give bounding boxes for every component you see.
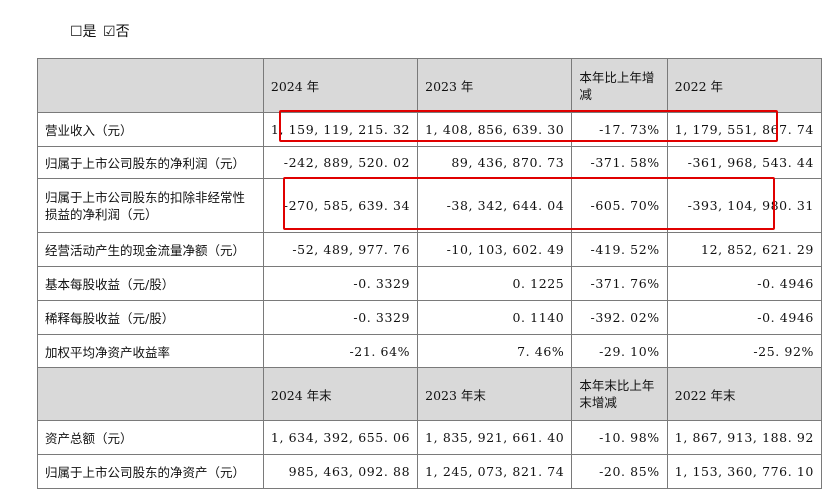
table-row: 资产总额（元） 1, 634, 392, 655. 06 1, 835, 921… (37, 420, 822, 455)
header-2023-end: 2023 年末 (417, 367, 573, 421)
value-2023: 1, 835, 921, 661. 40 (417, 420, 573, 455)
value-2024: -0. 3329 (262, 300, 419, 335)
table-row: 加权平均净资产收益率 -21. 64% 7. 46% -29. 10% -25.… (37, 334, 822, 368)
value-2024: -270, 585, 639. 34 (262, 178, 419, 233)
header-2023: 2023 年 (417, 58, 573, 113)
value-2023: 7. 46% (417, 334, 573, 368)
financial-summary-table: 2024 年 2023 年 本年比上年增减 2022 年 营业收入（元） 1, … (37, 58, 822, 489)
value-2023: -10, 103, 602. 49 (417, 232, 573, 267)
value-2023: 89, 436, 870. 73 (417, 146, 573, 179)
header-blank-cell (37, 367, 264, 421)
value-2022: -0. 4946 (666, 266, 822, 301)
checkbox-yes[interactable]: ☐是 (70, 24, 97, 40)
value-change: -605. 70% (571, 178, 668, 233)
row-label: 归属于上市公司股东的扣除非经常性损益的净利润（元） (37, 178, 264, 233)
value-2022: 1, 179, 551, 867. 74 (666, 112, 822, 147)
value-2023: 1, 408, 856, 639. 30 (417, 112, 573, 147)
value-2023: -38, 342, 644. 04 (417, 178, 573, 233)
row-label: 营业收入（元） (37, 112, 264, 147)
value-change: -17. 73% (571, 112, 668, 147)
value-2023: 0. 1140 (417, 300, 573, 335)
table-row: 营业收入（元） 1, 159, 119, 215. 32 1, 408, 856… (37, 112, 822, 147)
row-label: 归属于上市公司股东的净利润（元） (37, 146, 264, 179)
value-change: -371. 76% (571, 266, 668, 301)
value-2024: -242, 889, 520. 02 (262, 146, 419, 179)
header-change: 本年比上年增减 (571, 58, 668, 113)
header-change-end: 本年末比上年末增减 (571, 367, 668, 421)
header-2022: 2022 年 (666, 58, 822, 113)
value-change: -29. 10% (571, 334, 668, 368)
table-row: 基本每股收益（元/股） -0. 3329 0. 1225 -371. 76% -… (37, 266, 822, 301)
header-2022-end: 2022 年末 (666, 367, 822, 421)
value-2024: -21. 64% (262, 334, 419, 368)
value-2023: 1, 245, 073, 821. 74 (417, 454, 573, 489)
value-2024: 1, 634, 392, 655. 06 (262, 420, 419, 455)
row-label: 资产总额（元） (37, 420, 264, 455)
table-header-row: 2024 年 2023 年 本年比上年增减 2022 年 (37, 58, 822, 113)
table-row: 归属于上市公司股东的净资产（元） 985, 463, 092. 88 1, 24… (37, 454, 822, 489)
value-2022: -25. 92% (666, 334, 822, 368)
row-label: 稀释每股收益（元/股） (37, 300, 264, 335)
value-2022: -393, 104, 980. 31 (666, 178, 822, 233)
value-2022: -0. 4946 (666, 300, 822, 335)
value-2024: 985, 463, 092. 88 (262, 454, 419, 489)
table-header-row: 2024 年末 2023 年末 本年末比上年末增减 2022 年末 (37, 367, 822, 421)
row-label: 归属于上市公司股东的净资产（元） (37, 454, 264, 489)
value-2022: 1, 153, 360, 776. 10 (666, 454, 822, 489)
table-row: 稀释每股收益（元/股） -0. 3329 0. 1140 -392. 02% -… (37, 300, 822, 335)
header-blank-cell (37, 58, 264, 113)
header-2024: 2024 年 (262, 58, 419, 113)
value-2024: 1, 159, 119, 215. 32 (262, 112, 419, 147)
table-row: 经营活动产生的现金流量净额（元） -52, 489, 977. 76 -10, … (37, 232, 822, 267)
value-2023: 0. 1225 (417, 266, 573, 301)
row-label: 基本每股收益（元/股） (37, 266, 264, 301)
row-label: 经营活动产生的现金流量净额（元） (37, 232, 264, 267)
row-label: 加权平均净资产收益率 (37, 334, 264, 368)
value-2022: 12, 852, 621. 29 (666, 232, 822, 267)
value-2024: -52, 489, 977. 76 (262, 232, 419, 267)
value-change: -419. 52% (571, 232, 668, 267)
value-change: -20. 85% (571, 454, 668, 489)
value-2022: 1, 867, 913, 188. 92 (666, 420, 822, 455)
value-2022: -361, 968, 543. 44 (666, 146, 822, 179)
checkbox-no[interactable]: ☑否 (103, 24, 130, 40)
value-change: -371. 58% (571, 146, 668, 179)
value-change: -10. 98% (571, 420, 668, 455)
table-row: 归属于上市公司股东的净利润（元） -242, 889, 520. 02 89, … (37, 146, 822, 179)
value-change: -392. 02% (571, 300, 668, 335)
table-row: 归属于上市公司股东的扣除非经常性损益的净利润（元） -270, 585, 639… (37, 178, 822, 233)
header-2024-end: 2024 年末 (262, 367, 419, 421)
yes-no-choice: ☐是 ☑否 (70, 22, 132, 42)
value-2024: -0. 3329 (262, 266, 419, 301)
